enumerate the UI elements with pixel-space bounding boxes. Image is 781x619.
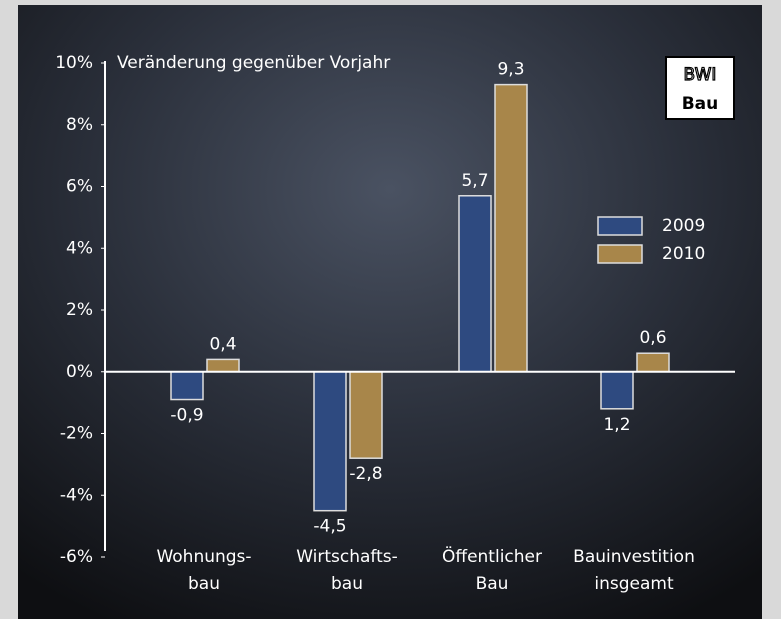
bar [350,372,382,458]
x-tick-label: bau [188,574,220,594]
value-label: 0,6 [639,328,666,348]
value-label: -2,8 [349,464,382,484]
value-label: 9,3 [497,60,524,80]
x-tick-label: Öffentlicher [442,545,542,567]
value-label: 1,2 [603,415,630,435]
x-tick-label: Wohnungs- [156,547,251,567]
logo-text: Bau [682,94,719,114]
bar [207,359,239,371]
bar [314,372,346,511]
legend-swatch [598,217,642,235]
chart-title: Veränderung gegenüber Vorjahr [117,53,390,73]
legend-label: 2010 [662,244,705,264]
value-label: 0,4 [209,334,236,354]
y-tick-label: 10% [55,53,93,73]
y-tick-label: -6% [60,547,93,567]
y-tick-label: -4% [60,485,93,505]
bar [495,85,527,372]
legend-label: 2009 [662,216,705,236]
y-tick-label: 4% [66,238,93,258]
bar [637,353,669,372]
legend-swatch [598,245,642,263]
y-tick-label: 6% [66,177,93,197]
x-tick-label: Bauinvestition [573,547,695,567]
value-label: -4,5 [313,517,346,537]
y-tick-label: 2% [66,300,93,320]
y-tick-label: 8% [66,115,93,135]
bar [171,372,203,400]
background [18,5,762,619]
page: Veränderung gegenüber Vorjahr BWI Bau 10… [0,0,781,619]
bar [459,196,491,372]
logo-text: BWI [684,65,717,85]
y-tick-label: -2% [60,424,93,444]
bar [601,372,633,409]
value-label: -0,9 [170,406,203,426]
y-tick-label: 0% [66,362,93,382]
x-tick-label: Wirtschafts- [296,547,398,567]
chart: Veränderung gegenüber Vorjahr BWI Bau 10… [0,0,781,619]
value-label: 5,7 [461,171,488,191]
x-tick-label: bau [331,574,363,594]
x-tick-label: insgeamt [594,574,674,594]
logo: BWI Bau [666,57,734,119]
x-tick-label: Bau [476,574,509,594]
